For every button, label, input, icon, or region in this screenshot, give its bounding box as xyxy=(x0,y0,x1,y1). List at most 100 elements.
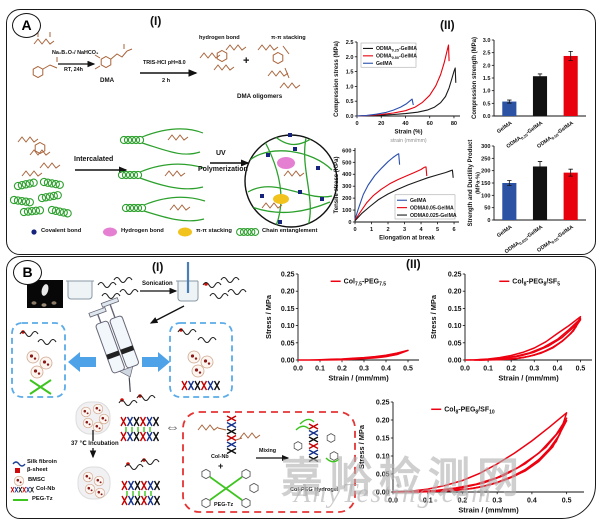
plus-b-label: + xyxy=(218,461,224,471)
svg-text:150: 150 xyxy=(481,181,490,187)
svg-text:2.5: 2.5 xyxy=(346,40,354,46)
panel-a-part2-label: (II) xyxy=(440,18,455,32)
svg-text:0.25: 0.25 xyxy=(448,271,462,278)
svg-text:0.3: 0.3 xyxy=(492,498,502,505)
incubation-label: 37 ℃ Incubation xyxy=(70,441,120,448)
chart-a4: 0 50 100 150 200 250 300 Strength and Ductility… xyxy=(468,140,586,255)
svg-text:Col7.5-PEG7.5: Col7.5-PEG7.5 xyxy=(344,279,387,288)
svg-text:0.5: 0.5 xyxy=(576,366,586,373)
svg-text:5: 5 xyxy=(436,227,439,233)
svg-text:0.2: 0.2 xyxy=(506,366,516,373)
dma-label: DMA xyxy=(100,77,115,84)
svg-text:0.0: 0.0 xyxy=(483,114,491,120)
pegtz-structure-label: PEG-Tz xyxy=(214,502,234,508)
svg-text:strain (mm/mm): strain (mm/mm) xyxy=(390,138,427,144)
svg-text:0.0: 0.0 xyxy=(293,366,303,373)
svg-text:Compression strength (MPa): Compression strength (MPa) xyxy=(472,37,478,119)
svg-text:2.0: 2.0 xyxy=(483,63,491,69)
svg-text:Elongation at break: Elongation at break xyxy=(379,236,435,242)
svg-text:0.5: 0.5 xyxy=(403,366,413,373)
svg-text:50: 50 xyxy=(484,206,490,212)
svg-text:0.4: 0.4 xyxy=(527,498,537,505)
panel-a-part1-label: (I) xyxy=(150,14,162,28)
time-label: 2 h xyxy=(162,78,171,84)
svg-text:Strain / (mm/mm): Strain / (mm/mm) xyxy=(458,506,519,515)
svg-text:200: 200 xyxy=(481,169,490,175)
svg-text:80: 80 xyxy=(451,121,457,127)
svg-text:1: 1 xyxy=(370,227,373,233)
panel-b-part2-label: (II) xyxy=(406,257,421,271)
svg-text:0.20: 0.20 xyxy=(376,417,390,424)
svg-text:0.5: 0.5 xyxy=(562,498,572,505)
svg-text:Strain / (mm/mm): Strain / (mm/mm) xyxy=(328,374,389,383)
svg-text:0.10: 0.10 xyxy=(376,453,390,460)
svg-text:GelMA: GelMA xyxy=(410,198,427,204)
svg-text:GelMA: GelMA xyxy=(496,224,514,239)
panel-b-badge: B xyxy=(13,260,42,285)
svg-text:Tensile stress (KPa): Tensile stress (KPa) xyxy=(334,157,340,214)
svg-text:600: 600 xyxy=(342,148,351,154)
hydrogen-bond-label: hydrogen bond xyxy=(199,35,240,41)
svg-text:300: 300 xyxy=(342,184,351,190)
svg-text:6: 6 xyxy=(452,227,455,233)
svg-text:0.25: 0.25 xyxy=(281,271,295,278)
mixing-label: Mixing xyxy=(259,448,277,454)
svg-text:2.5: 2.5 xyxy=(483,51,491,57)
svg-text:0: 0 xyxy=(348,220,351,226)
svg-text:0: 0 xyxy=(487,218,490,224)
oligomers-label: DMA oligomers xyxy=(237,93,283,100)
legend-colnb-label: Col-Nb xyxy=(36,486,55,492)
svg-text:0.0: 0.0 xyxy=(346,114,354,120)
svg-text:0.10: 0.10 xyxy=(281,323,295,330)
svg-text:0.1: 0.1 xyxy=(423,498,433,505)
svg-text:Strain (%): Strain (%) xyxy=(394,130,422,136)
legend-pegtz-label: PEG-Tz xyxy=(32,496,53,502)
svg-text:GelMA: GelMA xyxy=(376,61,393,67)
chart-a1: 0.0 0.5 1.0 1.5 2.0 2.5 Compression stress (MP… xyxy=(334,40,460,144)
svg-text:4: 4 xyxy=(419,227,423,233)
intercalated-label: Intercalated xyxy=(74,156,114,163)
svg-text:60: 60 xyxy=(427,121,433,127)
svg-text:0.15: 0.15 xyxy=(448,306,462,313)
svg-text:Stress / MPa: Stress / MPa xyxy=(429,294,438,339)
panel-a-badge: A xyxy=(12,13,41,38)
svg-text:0.15: 0.15 xyxy=(281,306,295,313)
svg-text:0.0: 0.0 xyxy=(388,498,398,505)
svg-text:Stress / MPa: Stress / MPa xyxy=(264,294,273,339)
svg-text:GelMA: GelMA xyxy=(496,120,514,135)
svg-text:0.15: 0.15 xyxy=(376,435,390,442)
reagent-conditions-label: RT, 24h xyxy=(64,67,83,73)
svg-text:2.0: 2.0 xyxy=(346,55,354,61)
legend-bmsc-label: BMSC xyxy=(28,477,46,483)
svg-text:0.4: 0.4 xyxy=(552,366,562,373)
svg-text:0.20: 0.20 xyxy=(448,289,462,296)
svg-text:0.2: 0.2 xyxy=(337,366,347,373)
svg-text:3: 3 xyxy=(403,227,406,233)
svg-text:0.25: 0.25 xyxy=(376,399,390,406)
svg-text:Col8-PEG8/SF10: Col8-PEG8/SF10 xyxy=(444,407,495,416)
svg-text:2: 2 xyxy=(386,227,389,233)
svg-text:400: 400 xyxy=(342,172,351,178)
svg-text:0.5: 0.5 xyxy=(483,101,491,107)
svg-text:(MPa·%): (MPa·%) xyxy=(476,172,482,194)
sonication-label: Sonication xyxy=(142,281,173,287)
svg-text:ODMA0.25-GelMA: ODMA0.25-GelMA xyxy=(376,46,417,52)
svg-text:Stress / MPa: Stress / MPa xyxy=(357,424,366,469)
svg-text:0: 0 xyxy=(355,121,358,127)
chart-b1: 0.00 0.05 0.10 0.15 0.20 0.25 Stress / MPa 0.0 0… xyxy=(264,271,419,383)
svg-text:300: 300 xyxy=(481,144,490,150)
svg-text:100: 100 xyxy=(342,208,351,214)
legend-covalent-label: Covalent bond xyxy=(41,228,82,234)
svg-text:200: 200 xyxy=(342,196,351,202)
legend-silk-label: Silk fibroin xyxy=(27,459,57,465)
legend-entanglement-label: Chain entanglement xyxy=(262,228,318,234)
svg-text:0.05: 0.05 xyxy=(376,471,390,478)
svg-text:1.5: 1.5 xyxy=(346,70,354,76)
svg-text:1.5: 1.5 xyxy=(483,76,491,82)
svg-text:100: 100 xyxy=(481,193,490,199)
svg-text:Strain / (mm/mm): Strain / (mm/mm) xyxy=(498,374,559,383)
polymerization-label: Polymerization xyxy=(198,166,248,173)
svg-text:0: 0 xyxy=(353,227,356,233)
